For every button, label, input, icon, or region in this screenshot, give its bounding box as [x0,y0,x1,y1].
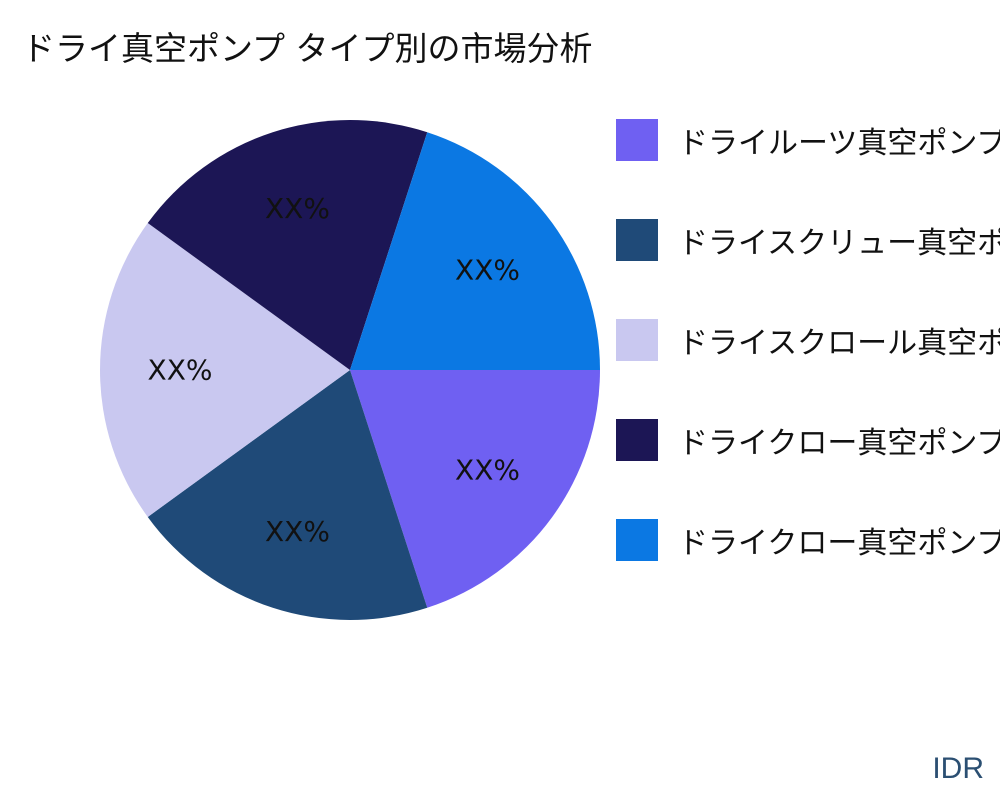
legend-item-1: ドライルーツ真空ポンプ [616,119,1000,161]
pie-slice-3 [100,223,350,517]
legend-item-4: ドライクロー真空ポンプ [616,419,1000,461]
slice-label-4: XX% [265,192,330,225]
pie-slice-2 [147,370,428,620]
watermark-logo: IDR [932,752,984,785]
legend-label-2: ドライスクリュー真空ポンプ [678,226,1000,261]
legend-label-4: ドライクロー真空ポンプ [678,426,1000,461]
slice-label-1: XX% [455,453,520,486]
legend-swatch-2 [616,219,658,261]
legend-swatch-3 [616,319,658,361]
legend-swatch-5 [616,519,658,561]
legend: ドライルーツ真空ポンプドライスクリュー真空ポンプドライスクロール真空ポンプドライ… [616,119,1000,619]
legend-label-5: ドライクロー真空ポンプ [678,526,1000,561]
slice-label-2: XX% [265,515,330,548]
legend-swatch-4 [616,419,658,461]
pie-slice-4 [147,120,428,370]
legend-label-1: ドライルーツ真空ポンプ [678,126,1000,161]
legend-item-3: ドライスクロール真空ポンプ [616,319,1000,361]
legend-item-5: ドライクロー真空ポンプ [616,519,1000,561]
legend-item-2: ドライスクリュー真空ポンプ [616,219,1000,261]
pie-slice-5 [350,132,600,370]
pie-slice-1 [350,370,600,608]
slice-label-3: XX% [148,354,213,387]
legend-swatch-1 [616,119,658,161]
chart-title: ドライ真空ポンプ タイプ別の市場分析 [22,29,593,68]
legend-label-3: ドライスクロール真空ポンプ [678,326,1000,361]
slice-label-5: XX% [455,254,520,287]
